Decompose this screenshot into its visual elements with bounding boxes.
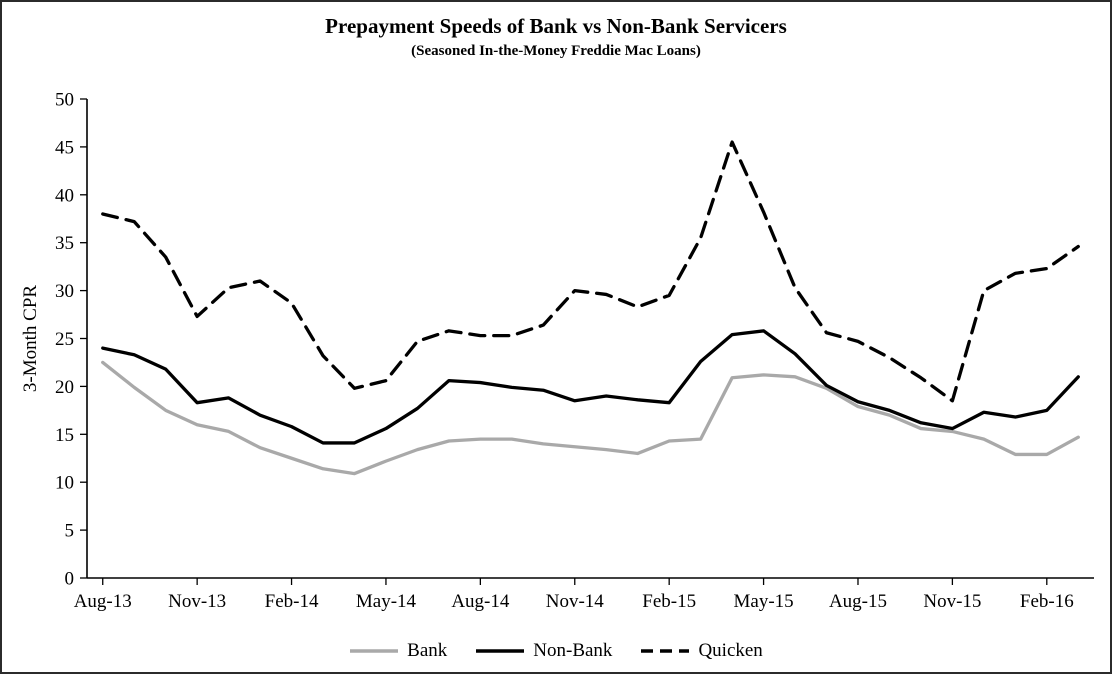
legend: Bank Non-Bank Quicken [2, 634, 1110, 668]
y-tick-label: 10 [55, 473, 74, 494]
x-tick-label: Aug-15 [829, 591, 887, 612]
chart-subtitle: (Seasoned In-the-Money Freddie Mac Loans… [411, 43, 701, 59]
series-line-bank [101, 360, 1080, 476]
x-tick-label: May-15 [734, 591, 794, 612]
y-tick-label: 35 [55, 233, 74, 254]
y-tick-label: 15 [55, 425, 74, 446]
legend-line-sample-icon [476, 649, 525, 653]
x-tick-label: May-14 [356, 591, 417, 612]
x-tick-label: Nov-13 [168, 591, 226, 612]
legend-line-sample-icon [350, 649, 399, 653]
chart-title: Prepayment Speeds of Bank vs Non-Bank Se… [325, 14, 787, 38]
y-tick-label: 25 [55, 329, 74, 350]
legend-item-bank: Bank [349, 640, 447, 662]
x-tick-label: Nov-14 [546, 591, 605, 612]
x-tick-label: Aug-14 [451, 591, 510, 612]
y-tick-label: 45 [55, 137, 74, 158]
x-tick-label: Feb-14 [265, 591, 319, 612]
y-tick-label: 0 [65, 569, 75, 590]
legend-line-sample-icon [641, 649, 690, 653]
legend-item-non-bank: Non-Bank [475, 640, 612, 662]
legend-item-quicken: Quicken [640, 640, 763, 662]
y-tick-label: 5 [65, 521, 75, 542]
x-tick-label: Aug-13 [74, 591, 132, 612]
series-line-quicken [101, 140, 1080, 403]
x-tick-label: Nov-15 [923, 591, 981, 612]
y-tick-label: 50 [55, 90, 74, 111]
x-tick-label: Feb-16 [1020, 591, 1074, 612]
y-tick-label: 30 [55, 281, 74, 302]
series-line-non-bank [101, 329, 1080, 445]
y-axis-title: 3-Month CPR [20, 285, 41, 392]
y-tick-label: 40 [55, 185, 74, 206]
legend-label: Non-Bank [533, 640, 613, 661]
legend-label: Bank [407, 640, 448, 661]
legend-label: Quicken [698, 640, 763, 661]
x-tick-label: Feb-15 [642, 591, 696, 612]
y-tick-label: 20 [55, 377, 74, 398]
